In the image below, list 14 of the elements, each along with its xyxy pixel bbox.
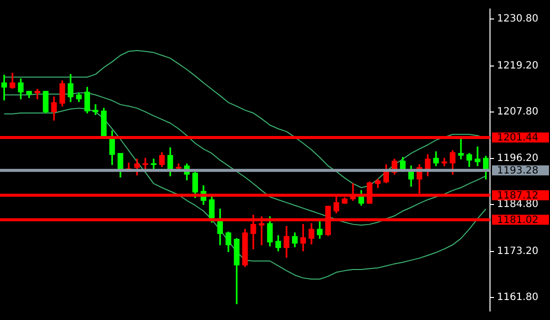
y-tick-label: 1196.20 [497, 153, 538, 164]
y-tick-label: 1207.80 [497, 106, 538, 118]
ref-line-label: 1193.28 [497, 165, 538, 176]
candlestick [474, 146, 480, 166]
ref-line-label: 1181.02 [497, 214, 538, 226]
y-tick-label: 1184.80 [497, 199, 538, 210]
y-tick-label: 1230.80 [497, 14, 538, 25]
y-tick-label: 1219.20 [497, 60, 538, 72]
candlestick [92, 104, 98, 115]
y-tick-label: 1173.20 [497, 246, 538, 257]
candlestick [458, 138, 464, 160]
ref-line-label: 1187.12 [497, 190, 538, 202]
ref-line-label: 1201.44 [497, 132, 538, 144]
y-tick-label: 1161.80 [497, 292, 538, 303]
